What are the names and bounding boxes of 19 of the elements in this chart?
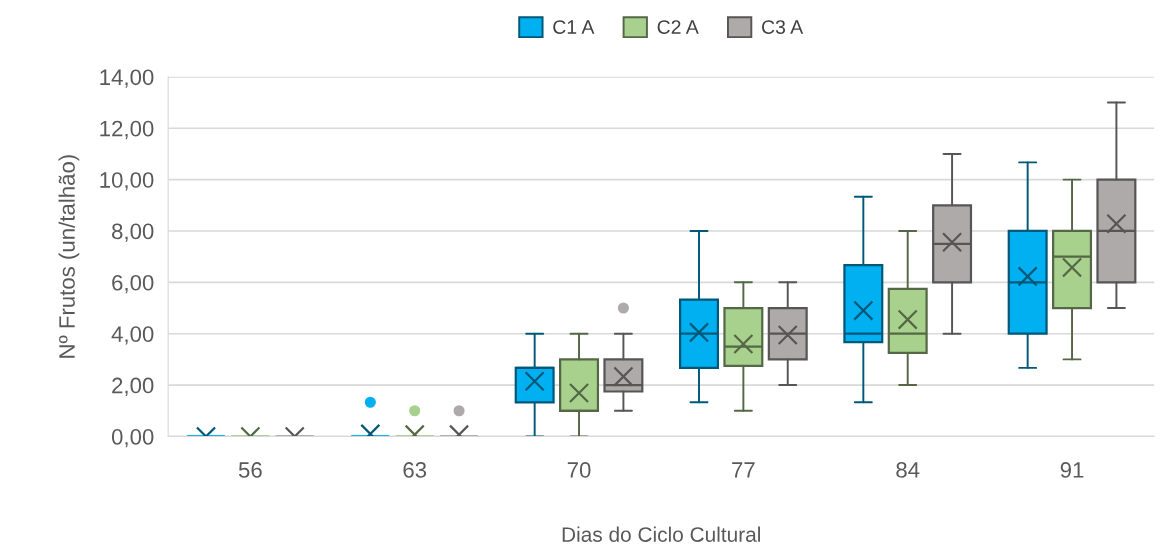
y-tick-label: 0,00 (111, 428, 154, 448)
y-tick-label: 10,00 (100, 172, 154, 191)
x-axis-title: Dias do Ciclo Cultural (562, 526, 760, 542)
y-tick-label: 14,00 (100, 69, 154, 88)
x-tick-label: 63 (403, 462, 427, 478)
x-tick-label: 56 (238, 462, 262, 478)
legend-label: C2 A (657, 20, 699, 34)
x-tick-label: 91 (1060, 462, 1084, 478)
x-tick-label: 70 (567, 462, 591, 478)
legend-label: C3 A (762, 20, 804, 34)
legend-label: C1 A (553, 20, 595, 34)
y-tick-label: 12,00 (100, 120, 154, 140)
y-tick-label: 4,00 (111, 326, 154, 345)
y-tick-label: 2,00 (112, 377, 154, 396)
y-tick-label: 8,00 (112, 223, 154, 242)
x-tick-label: 77 (732, 462, 755, 478)
y-tick-label: 6,00 (112, 274, 154, 294)
x-tick-label: 84 (896, 462, 920, 478)
y-axis-title: Nº Frutos (un/talhão) (58, 155, 80, 358)
